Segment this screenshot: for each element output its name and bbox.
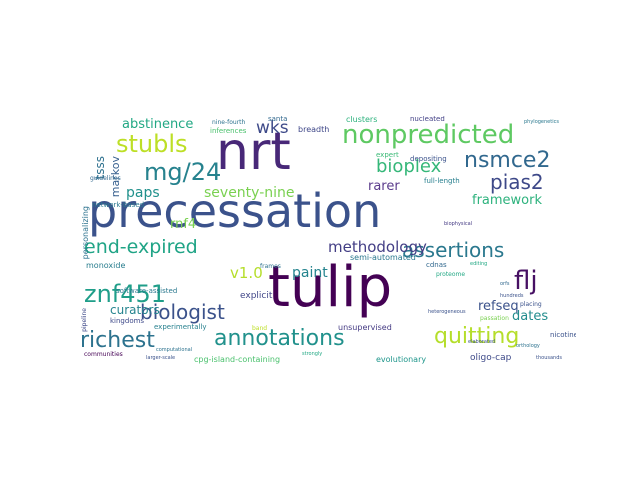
word-network-based: network-based xyxy=(92,201,145,209)
word-paps: paps xyxy=(126,185,160,201)
word-abstinence: abstinence xyxy=(122,117,194,132)
word-assertions: assertions xyxy=(402,238,505,262)
word-methodology: methodology xyxy=(328,238,427,256)
word-cdnas: cdnas xyxy=(426,261,447,269)
word-unsupervised: unsupervised xyxy=(338,323,392,332)
word-end-expired: end-expired xyxy=(84,236,198,258)
word-richest: richest xyxy=(80,328,155,353)
word-tulip: tulip xyxy=(268,255,393,320)
word-mg24: mg/24 xyxy=(144,158,222,186)
word-inferences: inferences xyxy=(210,127,247,135)
word-editing: editing xyxy=(470,261,488,267)
word-breadth: breadth xyxy=(298,125,330,134)
word-stubls: stubls xyxy=(116,130,188,158)
word-nsmce2: nsmce2 xyxy=(464,148,551,173)
word-full-length: full-length xyxy=(424,177,460,185)
word-nicotine: nicotine xyxy=(550,331,576,339)
word-personalizing: personalizing xyxy=(81,206,90,260)
word-dates: dates xyxy=(512,309,549,324)
word-annotations: annotations xyxy=(214,326,345,351)
word-santa: santa xyxy=(268,116,288,123)
word-znf451: znf451 xyxy=(84,280,167,308)
word-thousands: thousands xyxy=(536,355,562,361)
word-paint: paint xyxy=(292,265,328,281)
word-biologist: biologist xyxy=(140,300,225,324)
word-software-assisted: software-assisted xyxy=(116,287,178,295)
word-nine-fourth: nine-fourth xyxy=(212,119,246,126)
word-cloud: precessation tulip nrt nonpredicted nsmc… xyxy=(80,116,576,365)
word-explicit: explicit xyxy=(240,291,273,301)
word-guidelines: guidelines xyxy=(90,175,121,182)
word-passation: passation xyxy=(480,315,509,322)
word-semi-automated: semi-automated xyxy=(350,253,416,262)
word-band: band xyxy=(252,325,268,332)
word-quitting: quitting xyxy=(434,324,520,349)
word-evolutionary: evolutionary xyxy=(376,355,427,364)
word-bioplex: bioplex xyxy=(376,156,442,177)
word-phylogenetics: phylogenetics xyxy=(524,119,559,125)
word-experimentally: experimentally xyxy=(154,323,207,331)
word-oligo-cap: oligo-cap xyxy=(470,353,512,363)
word-kingdoms: kingdoms xyxy=(110,317,145,325)
word-elaborated: elaborated xyxy=(468,339,496,345)
word-biophysical: biophysical xyxy=(444,221,473,227)
word-curators: curators xyxy=(110,303,160,317)
word-cpg-island: cpg-island-containing xyxy=(194,355,281,364)
word-nrt: nrt xyxy=(216,122,291,182)
word-heterogeneous: heterogeneous xyxy=(428,309,466,315)
word-rarer: rarer xyxy=(368,179,400,194)
word-precessation: precessation xyxy=(88,184,382,238)
word-proteome: proteome xyxy=(436,271,466,278)
word-framework: framework xyxy=(472,193,543,208)
word-nucleated: nucleated xyxy=(410,116,445,123)
word-wks: wks xyxy=(256,118,289,138)
word-placing: placing xyxy=(520,301,542,308)
word-monoxide: monoxide xyxy=(86,261,126,270)
word-refseq: refseq xyxy=(478,299,519,314)
word-expert: expert xyxy=(376,151,399,159)
word-orthology: orthology xyxy=(516,343,540,349)
word-v1-0: v1.0 xyxy=(230,264,263,282)
word-communities: communities xyxy=(84,351,123,358)
word-pias2: pias2 xyxy=(490,170,544,194)
word-strongly: strongly xyxy=(302,351,323,357)
word-pipeline: pipeline xyxy=(81,308,88,332)
word-orfs: orfs xyxy=(500,281,510,287)
word-clusters: clusters xyxy=(346,116,378,124)
word-nonpredicted: nonpredicted xyxy=(342,120,515,150)
word-hundreds: hundreds xyxy=(500,293,524,299)
word-flj: flj xyxy=(514,266,538,296)
word-seventy-nine: seventy-nine xyxy=(204,185,295,201)
word-depositing: depositing xyxy=(410,155,447,163)
word-rnf4: rnf4 xyxy=(170,217,197,232)
word-larger-scale: larger-scale xyxy=(146,355,176,361)
word-frames: frames xyxy=(260,263,281,270)
word-computational: computational xyxy=(156,347,193,353)
